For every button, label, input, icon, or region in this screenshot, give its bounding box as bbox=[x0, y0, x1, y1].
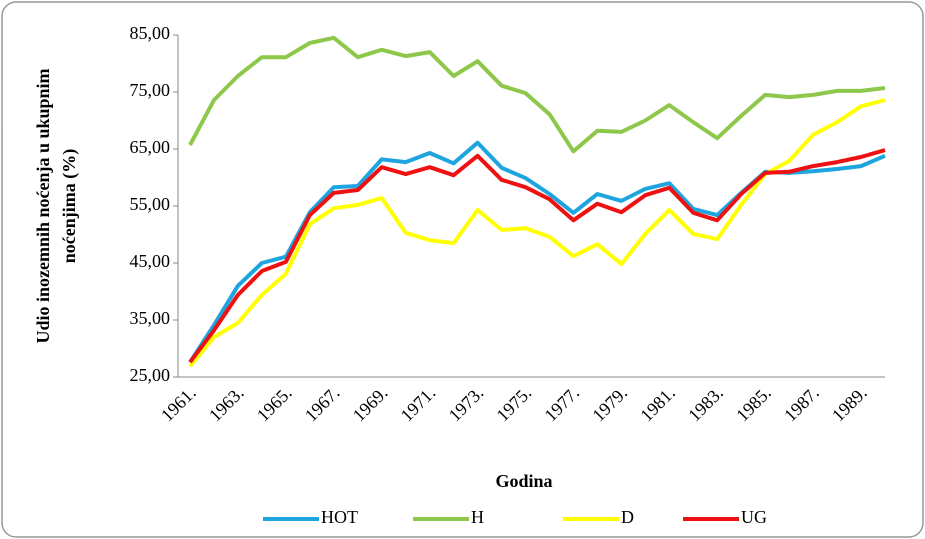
y-tick-label: 65,00 bbox=[130, 137, 171, 157]
y-axis-label: Udio inozemnih noćenja u ukupnim noćenji… bbox=[33, 68, 80, 343]
series-line bbox=[188, 35, 886, 154]
y-tick-label: 55,00 bbox=[130, 194, 171, 214]
legend-label: UG bbox=[741, 507, 767, 527]
x-axis-label: Godina bbox=[495, 471, 552, 491]
y-tick-label: 45,00 bbox=[130, 251, 171, 271]
y-axis-label-line: Udio inozemnih noćenja u ukupnim bbox=[33, 68, 53, 343]
y-tick-label: 85,00 bbox=[130, 23, 171, 43]
y-tick-label: 35,00 bbox=[130, 308, 171, 328]
y-tick-label: 75,00 bbox=[130, 80, 171, 100]
y-axis-label-line: noćenjima (%) bbox=[59, 149, 80, 263]
legend-label: H bbox=[471, 507, 484, 527]
legend-label: HOT bbox=[321, 507, 358, 527]
legend-label: D bbox=[621, 507, 634, 527]
y-tick-label: 25,00 bbox=[130, 365, 171, 385]
series-line bbox=[188, 148, 886, 364]
